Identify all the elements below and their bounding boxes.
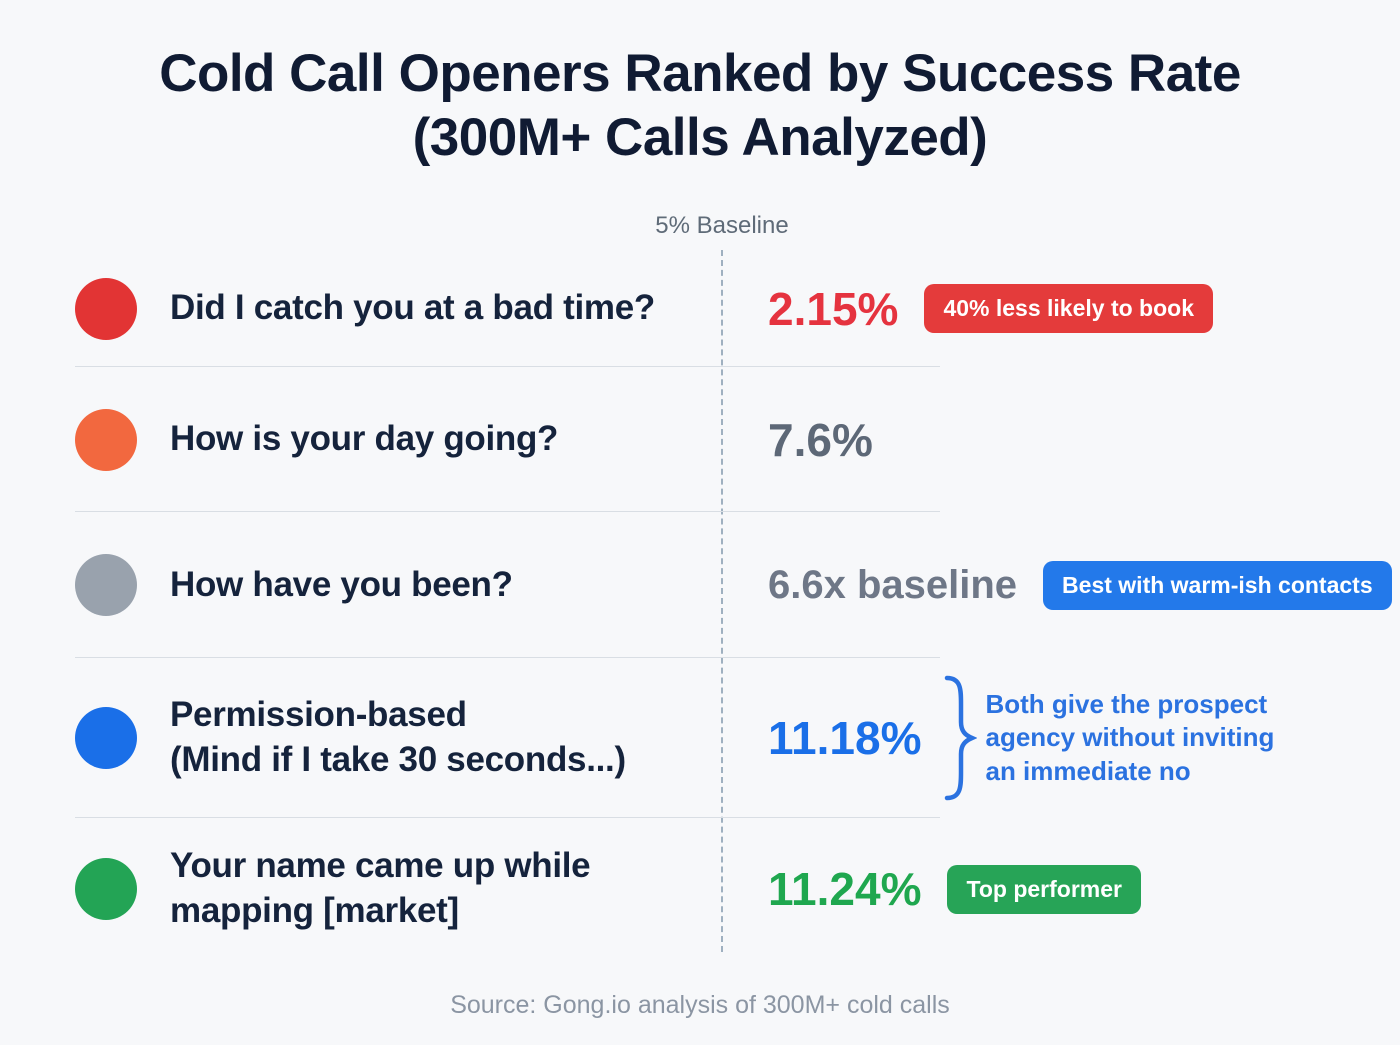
success-rate-value: 7.6%: [768, 413, 873, 466]
bullet-dot: [75, 408, 137, 471]
success-rate-value: 11.18%: [768, 712, 922, 764]
opener-label: Permission-based (Mind if I take 30 seco…: [170, 695, 626, 779]
chart-rows: Did I catch you at a bad time? 2.15% 40%…: [75, 250, 1392, 960]
opener-label: How have you been?: [170, 564, 513, 604]
success-rate-value: 6.6x baseline: [768, 562, 1018, 607]
source-footer: Source: Gong.io analysis of 300M+ cold c…: [450, 991, 950, 1019]
bullet-dot: [75, 858, 137, 920]
insight-badge: 40% less likely to book: [924, 284, 1213, 333]
baseline-dashed-line: [721, 250, 723, 952]
opener-label: Your name came up while mapping [market]: [170, 846, 591, 930]
bullet-dot: [75, 554, 137, 616]
chart-title: Cold Call Openers Ranked by Success Rate…: [0, 42, 1400, 169]
table-row: How have you been? 6.6x baseline Best wi…: [75, 512, 1392, 658]
chart-title-line2: (300M+ Calls Analyzed): [412, 107, 988, 167]
table-row: How is your day going? 7.6%: [75, 367, 1365, 512]
bullet-dot: [75, 277, 137, 340]
bullet-dot: [75, 707, 137, 769]
success-rate-value: 11.24%: [768, 863, 922, 915]
table-row: Your name came up while mapping [market]…: [75, 818, 1365, 960]
insight-badge: Top performer: [947, 864, 1141, 914]
baseline-label: 5% Baseline: [655, 212, 789, 239]
table-row: Permission-based (Mind if I take 30 seco…: [75, 658, 1365, 818]
opener-label: How is your day going?: [170, 419, 559, 459]
insight-badge: Best with warm-ish contacts: [1043, 560, 1392, 610]
annotation-text: Both give the prospect agency without in…: [985, 689, 1275, 786]
opener-label: Did I catch you at a bad time?: [170, 288, 655, 328]
success-rate-value: 2.15%: [768, 282, 899, 335]
chart-title-line1: Cold Call Openers Ranked by Success Rate: [159, 44, 1241, 103]
table-row: Did I catch you at a bad time? 2.15% 40%…: [75, 250, 1365, 367]
brace-icon: [941, 674, 978, 802]
